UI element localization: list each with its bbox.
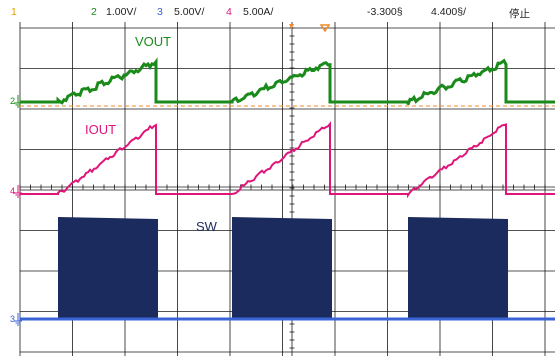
channel3-scale: 5.00V/ [174, 6, 205, 18]
ground-icon [14, 313, 22, 326]
ch2-marker-label: 2 [10, 96, 15, 106]
iout-label: IOUT [85, 122, 116, 137]
sw-trace [58, 217, 508, 318]
sw-label: SW [196, 219, 218, 234]
channel2-indicator[interactable]: 2 [91, 6, 97, 18]
channel3-indicator[interactable]: 3 [157, 6, 163, 18]
trigger-position-marker[interactable] [289, 24, 294, 29]
channel2-scale: 1.00V/ [106, 6, 137, 18]
ch4-ground-marker[interactable]: 4 [10, 185, 22, 198]
ground-icon [14, 185, 22, 198]
ch2-ground-marker[interactable]: 2 [10, 95, 22, 108]
ch3-ground-marker[interactable]: 3 [10, 313, 22, 326]
ground-icon [14, 95, 22, 108]
waveform-screen: VOUT IOUT SW 2 4 3 [10, 22, 555, 356]
vout-trace [20, 57, 555, 106]
channel1-indicator[interactable]: 1 [11, 6, 17, 18]
channel4-indicator[interactable]: 4 [226, 6, 232, 18]
time-scale: 4.400§/ [431, 6, 467, 18]
channel4-scale: 5.00A/ [243, 6, 274, 18]
trigger-marker-icon[interactable] [319, 24, 331, 33]
iout-trace [20, 121, 555, 199]
ch4-marker-label: 4 [10, 186, 15, 196]
run-state-indicator[interactable]: 停止 [509, 8, 530, 20]
vout-label: VOUT [135, 34, 171, 49]
time-offset: -3.300§ [367, 6, 403, 18]
ch3-marker-label: 3 [10, 314, 15, 324]
status-bar: 1 2 1.00V/ 3 5.00V/ 4 5.00A/ -3.300§ 4.4… [0, 0, 555, 22]
